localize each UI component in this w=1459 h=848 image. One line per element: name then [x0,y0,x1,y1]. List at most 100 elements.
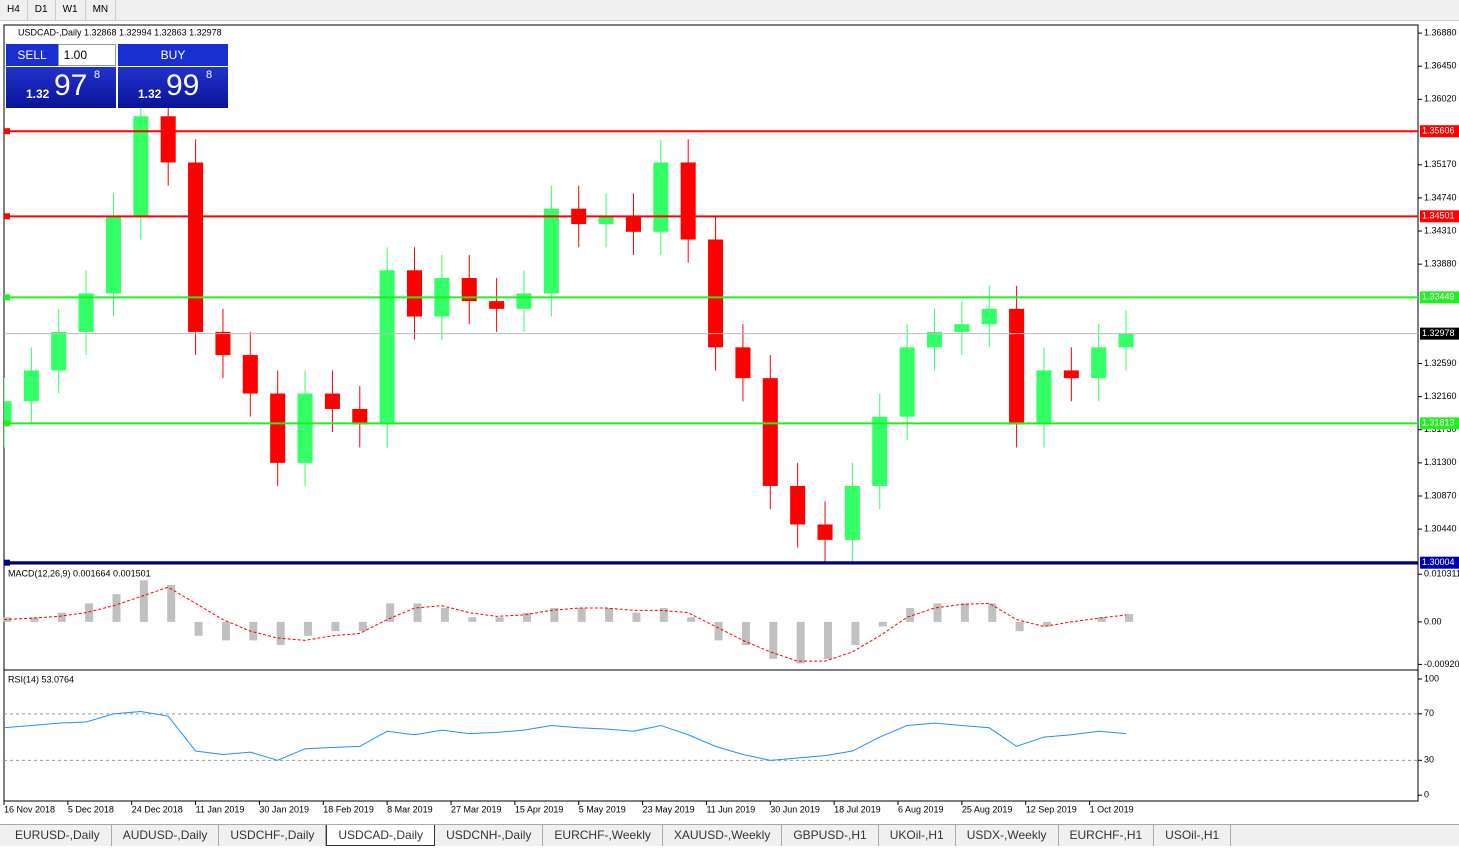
x-tick-label: 8 Mar 2019 [387,804,433,814]
chart-tab[interactable]: EURUSD-,Daily [4,825,112,846]
macd-bar [577,608,586,622]
x-tick-label: 18 Jul 2019 [834,804,881,814]
chart-tab[interactable]: UKOil-,H1 [879,825,956,846]
ask-big: 1.32 [138,87,162,101]
candle-body [598,216,614,225]
bid-main: 97 [54,69,88,102]
y-tick-label: 0.00 [1424,616,1442,626]
candle-body [270,393,286,463]
macd-bar [659,608,668,622]
macd-bar [413,603,422,622]
y-tick-label: 0.010311 [1424,569,1459,579]
macd-bar [687,617,696,622]
timeframe-button[interactable]: D1 [28,0,56,20]
x-tick-label: 1 Oct 2019 [1090,804,1134,814]
sell-row: SELL 1.00 [6,44,116,67]
macd-bar [1097,617,1106,622]
signal-line [3,586,1127,662]
candle-body [872,416,888,486]
macd-bar [495,617,504,622]
x-tick-label: 6 Aug 2019 [898,804,944,814]
macd-bar [249,621,258,641]
x-tick-label: 5 May 2019 [579,804,626,814]
y-tick-label: 1.32160 [1424,391,1457,401]
timeframe-button[interactable]: W1 [56,0,86,20]
chart-tabs: EURUSD-,Daily AUDUSD-,Daily USDCHF-,Daily U… [0,824,1459,846]
panel-title: MACD(12,26,9) 0.001664 0.001501 [8,568,151,578]
macd-bar [550,608,559,622]
chart-tab[interactable]: USDCNH-,Daily [435,825,544,846]
buy-button[interactable]: BUY [118,44,228,66]
bid-big: 1.32 [26,87,50,101]
sell-button[interactable]: SELL [6,44,58,66]
last-price-label: 1.32978 [1422,328,1455,338]
macd-bar [468,617,477,622]
timeframe-toolbar: H4 D1 W1 MN [0,0,1459,21]
level-label: 1.35606 [1422,126,1455,136]
chart-tab[interactable]: USOil-,H1 [1154,825,1232,846]
level-label: 1.31813 [1422,418,1455,428]
candle-body [242,355,258,394]
chart-tab[interactable]: XAUUSD-,Weekly [663,825,783,846]
candle-body [133,116,149,217]
candle-body [105,216,121,294]
x-tick-label: 11 Jan 2019 [196,804,245,814]
chart-tab[interactable]: AUDUSD-,Daily [112,825,220,846]
y-tick-label: 1.34740 [1424,192,1457,202]
y-tick-label: 1.34310 [1424,225,1457,235]
level-label: 1.34501 [1422,211,1455,221]
chart-tab[interactable]: EURCHF-,Weekly [543,825,663,846]
candle-body [160,116,176,163]
macd-bar [522,612,531,622]
level-marker [4,128,10,135]
macd-bar [57,612,66,622]
macd-bar [714,621,723,641]
y-tick-label: -0.009207 [1424,659,1459,669]
candle-body [1036,370,1052,425]
candle-body [4,401,12,425]
y-tick-label: 1.35170 [1424,159,1457,169]
candle-body [899,347,915,417]
level-marker [4,420,10,427]
chart-window: USDCAD-,Daily 1.32868 1.32994 1.32863 1.… [3,24,1459,814]
bid-price[interactable]: 1.32 97 8 [6,67,116,108]
lot-input[interactable]: 1.00 [58,44,116,66]
macd-bar [796,621,805,664]
x-tick-label: 30 Jun 2019 [770,804,820,814]
panel-title: USDCAD-,Daily 1.32868 1.32994 1.32863 1.… [18,27,222,37]
candle-body [516,293,532,309]
chart-tab[interactable]: GBPUSD-,H1 [782,825,879,846]
level-label-box [1420,556,1459,569]
macd-bar [331,621,340,632]
chart-tab[interactable]: USDX-,Weekly [956,825,1059,846]
macd-bar [304,621,313,636]
macd-bar [167,584,176,622]
x-tick-label: 5 Dec 2018 [68,804,114,814]
x-tick-label: 15 Apr 2019 [515,804,564,814]
bid-sup: 8 [94,69,101,81]
y-tick-label: 1.30440 [1424,523,1457,533]
macd-bar [769,621,778,659]
candle-body [1009,308,1025,425]
y-tick-label: 1.36880 [1424,27,1457,37]
candle-body [625,216,641,232]
chart-tab[interactable]: USDCHF-,Daily [219,825,327,846]
ask-price[interactable]: 1.32 99 8 [118,67,228,108]
x-tick-label: 16 Nov 2018 [4,804,55,814]
macd-bar [605,608,614,622]
timeframe-button[interactable]: H4 [0,0,28,20]
macd-bar [960,603,969,622]
y-tick-label: 1.30870 [1424,490,1457,500]
timeframe-button[interactable]: MN [86,0,117,20]
macd-bar [386,603,395,622]
level-label: 1.30004 [1422,557,1455,567]
chart-tab[interactable]: USDCAD-,Daily [326,825,436,846]
level-marker [4,294,10,301]
macd-bar [906,608,915,622]
macd-bar [741,621,750,645]
candle-body [1118,333,1134,348]
chart-tab[interactable]: EURCHF-,H1 [1059,825,1155,846]
candle-body [954,324,970,332]
y-tick-label: 100 [1424,673,1439,683]
macd-bar [358,621,367,632]
